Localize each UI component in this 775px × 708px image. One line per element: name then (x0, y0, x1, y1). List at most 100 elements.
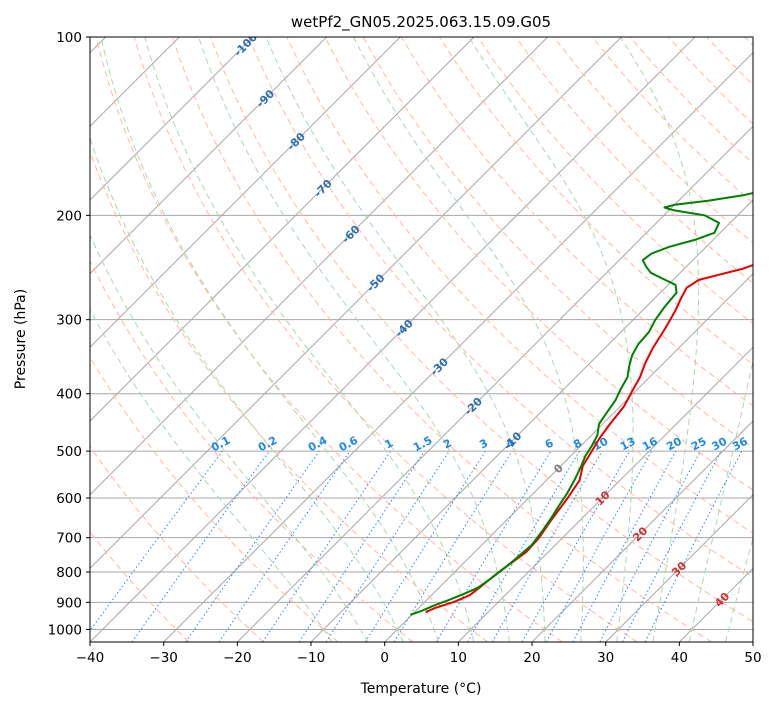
dry-adiabat-line (90, 259, 414, 642)
dry-adiabat-label: -90 (254, 87, 277, 110)
moist-adiabat-line (725, 536, 753, 642)
isotherm-line (90, 37, 696, 642)
mixing-ratio-label: 36 (730, 435, 750, 454)
dry-adiabat-line (171, 37, 712, 642)
isotherm-line (90, 37, 475, 422)
isotherm-line (163, 51, 753, 642)
y-tick-label: 500 (56, 444, 82, 460)
isotherm-line (457, 346, 753, 642)
mixing-ratio-line (572, 450, 677, 642)
axis-ticks: −40 −30 −20 −10 0 10 20 30 40 5010020030040050060… (48, 30, 762, 666)
moist-adiabat-line (198, 37, 510, 642)
x-tick-label: 0 (380, 650, 389, 666)
mixing-ratio-line (599, 450, 701, 642)
moist-adiabat-line (90, 308, 333, 642)
dry-adiabat-line (210, 37, 753, 623)
dry-adiabat-line (90, 445, 264, 642)
moist-adiabat-line (100, 37, 439, 642)
dry-adiabat-line (95, 37, 563, 642)
dewpoint-line (409, 191, 753, 616)
isobar-gridlines (90, 37, 753, 630)
dry-adiabat-line (553, 37, 753, 244)
mixing-ratio-line (325, 450, 450, 642)
y-tick-label: 600 (56, 491, 82, 507)
dry-adiabat-line (706, 37, 753, 86)
mixing-ratio-line (90, 450, 223, 632)
mixing-ratio-line (262, 450, 392, 642)
dry-adiabat-line (286, 37, 753, 534)
mixing-ratio-lines (90, 450, 743, 642)
moist-adiabat-label: 30 (669, 559, 689, 579)
y-tick-label: 100 (56, 30, 82, 46)
dry-adiabat-line (133, 37, 638, 642)
dry-adiabat-line (668, 37, 753, 125)
mixing-ratio-label: 25 (689, 435, 709, 454)
isotherm-line (236, 125, 753, 642)
isotherm-line (90, 37, 401, 349)
temperature-line (425, 263, 753, 614)
isotherm-line (678, 567, 753, 642)
y-axis-label: Pressure (hPa) (13, 289, 29, 389)
isotherm-gridlines (90, 37, 753, 642)
y-tick-label: 400 (56, 387, 82, 403)
x-tick-label: 50 (744, 650, 761, 666)
x-tick-label: 10 (450, 650, 467, 666)
sounding-profiles (409, 191, 753, 616)
dry-adiabat-label: -100 (231, 30, 260, 59)
mixing-ratio-line (545, 450, 653, 642)
y-tick-label: 900 (56, 595, 82, 611)
mixing-ratio-line (218, 450, 351, 642)
dry-adiabat-label: -60 (339, 222, 362, 245)
x-tick-label: 40 (671, 650, 688, 666)
isotherm-line (310, 199, 753, 642)
mixing-ratio-line (131, 450, 270, 642)
chart-title: wetPf2_GN05.2025.063.15.09.G05 (291, 13, 551, 32)
x-tick-label: 20 (523, 650, 540, 666)
mixing-ratio-line (521, 450, 630, 642)
plot-frame (89, 36, 754, 643)
x-tick-label: −40 (76, 650, 105, 666)
dry-adiabat-line (248, 37, 753, 578)
mixing-ratio-label: 6 (543, 436, 556, 451)
mixing-ratio-line (393, 450, 513, 642)
isotherm-line (531, 420, 753, 642)
dry-adiabat-label: -30 (428, 355, 451, 378)
mixing-ratio-line (185, 450, 320, 642)
dry-adiabat-line (515, 37, 753, 284)
isotherm-line (605, 493, 753, 642)
isotherm-line (90, 37, 622, 570)
isotherm-line (90, 37, 328, 275)
moist-adiabat-line (688, 358, 753, 642)
x-tick-label: −10 (297, 650, 326, 666)
moist-adiabats (90, 37, 753, 642)
moist-adiabat-line (265, 37, 546, 642)
y-tick-label: 700 (56, 531, 82, 547)
y-tick-label: 200 (56, 208, 82, 224)
moist-adiabat-line (144, 37, 475, 642)
moist-adiabat-line (90, 136, 404, 642)
y-tick-label: 1000 (48, 622, 82, 638)
mixing-ratio-label: 13 (618, 435, 638, 454)
dry-adiabat-line (90, 150, 488, 642)
plot-area: 0.1 0.2 0.4 0.6 1 1.5 2 3 4 6 8 10 13 16 20 25 30 36-100-… (90, 30, 753, 642)
isotherm-line (384, 272, 753, 642)
moist-adiabat-label: 40 (712, 590, 732, 610)
x-tick-label: −20 (223, 650, 252, 666)
dry-adiabat-line (90, 356, 339, 642)
y-tick-label: 800 (56, 565, 82, 581)
mixing-ratio-line (644, 450, 743, 642)
moist-adiabat-label: 0 (551, 461, 566, 476)
mixing-ratio-label: 30 (710, 435, 730, 454)
isotherm-line (90, 37, 549, 496)
x-axis-label: Temperature (°C) (360, 681, 482, 697)
mixing-ratio-line (298, 450, 425, 642)
mixing-ratio-label: 2 (441, 436, 454, 451)
moist-adiabat-line (353, 37, 584, 642)
dry-adiabat-line (591, 37, 753, 204)
x-tick-label: 30 (597, 650, 614, 666)
dry-adiabat-line (324, 37, 753, 491)
moist-adiabat-line (468, 37, 634, 642)
isotherm-line (90, 37, 254, 201)
mixing-ratio-line (364, 450, 486, 642)
